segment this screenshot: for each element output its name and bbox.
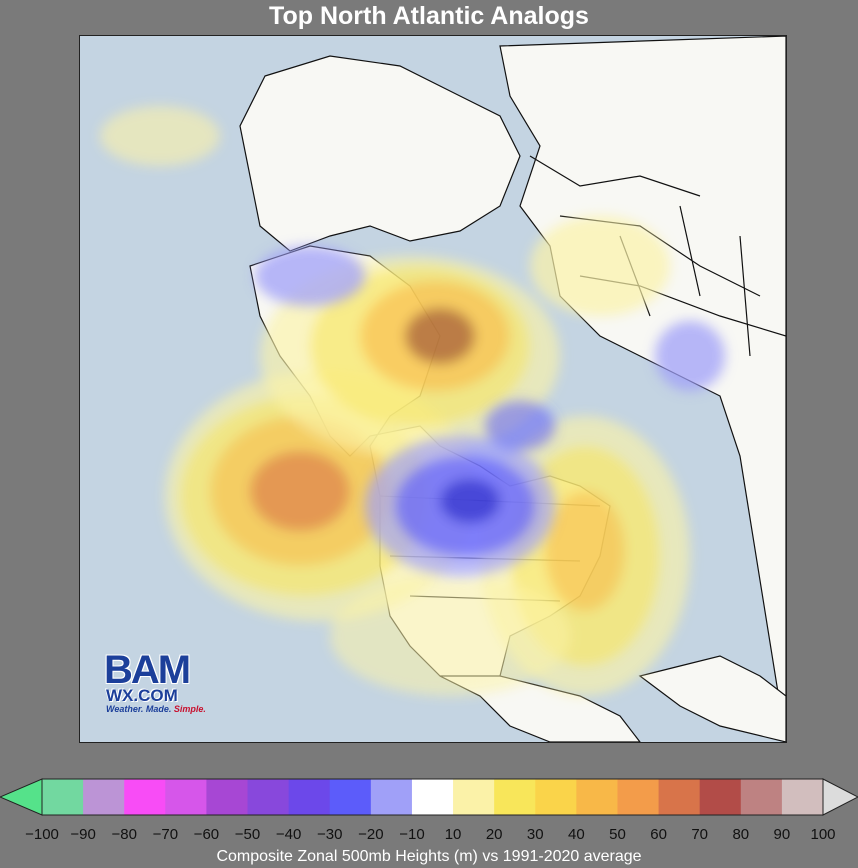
colorbar-swatch [740,779,783,815]
colorbar-swatch [329,779,372,815]
colorbar-tick-label: 40 [568,826,585,843]
colorbar-tick-label: −30 [317,826,343,843]
pac-anom-60 [250,451,350,531]
map-title: Top North Atlantic Analogs [269,2,589,30]
colorbar-swatch [453,779,495,815]
logo-tagline-accent: Simple. [173,704,206,714]
hudson-anom-50 [440,479,500,523]
colorbar-tick-label: 20 [485,826,503,843]
colorbar-swatch [83,779,125,815]
colorbar-tick-label: 70 [691,826,709,843]
colorbar-tick-label: −70 [152,826,179,843]
caribbean-land [638,655,786,742]
colorbar-swatch [124,779,166,815]
scand-anom-10 [255,246,365,306]
negative-anomalies [255,246,725,576]
colorbar-swatch [699,779,742,815]
nsea-anom-10 [100,106,220,166]
colorbar-outline [41,778,824,816]
colorbar-swatches [42,779,824,815]
logo-tagline-main: Weather. Made. [106,704,174,714]
europe-anom-10 [530,216,670,316]
colorbar-tick-label: −50 [234,826,261,843]
colorbar-swatch [288,779,331,815]
colorbar-tick-label: −20 [358,826,384,843]
bam-logo: BAM WX.COM Weather. Made. Simple. [104,650,224,714]
colorbar-swatch [206,779,249,815]
colorbar-label: Composite Zonal 500mb Heights (m) vs 199… [216,848,642,865]
colorbar-swatch [494,779,536,815]
colorbar-swatch [658,779,701,815]
map-canvas [100,36,786,742]
colorbar-tick-label: −100 [25,826,59,843]
davis-anom-30 [485,401,555,451]
colorbar-tick-label: 50 [609,826,626,843]
colorbar-tick-label: 80 [732,826,750,843]
atl-anom-40 [545,491,625,611]
colorbar-max-arrow [822,778,858,816]
colorbar-tick-label: 60 [650,826,667,843]
logo-tagline: Weather. Made. Simple. [106,704,206,714]
green-anom-70 [405,308,475,364]
colorbar-swatch [617,779,660,815]
gulf-anom-10 [330,576,570,696]
anomaly-map [79,35,787,743]
logo-brand-text: BAM [104,648,191,692]
colorbar-min-arrow [0,778,43,816]
greenland-land [239,55,521,252]
colorbar-swatch [370,779,413,815]
colorbar-tick-label: 100 [810,826,836,843]
colorbar-tick-label: −80 [111,826,137,843]
colorbar-swatch [535,779,577,815]
logo-site: WX.COM [106,686,178,705]
colorbar-tick-label: 30 [526,826,544,843]
colorbar-tick-label: −10 [399,826,425,843]
colorbar-tick-label: −60 [193,826,220,843]
colorbar-tick-label: −40 [275,826,302,843]
colorbar [0,778,858,816]
colorbar-swatch [42,779,84,815]
colorbar-tick-label: 90 [773,826,791,843]
asia-anom-10 [655,321,725,391]
colorbar-swatch [576,779,618,815]
colorbar-swatch [165,779,207,815]
colorbar-tick-label: 10 [444,826,462,843]
colorbar-swatch [781,779,824,815]
colorbar-swatch [411,779,454,815]
logo-brand: BAM [104,648,191,692]
colorbar-swatch [247,779,290,815]
colorbar-tick-label: −90 [70,826,96,843]
